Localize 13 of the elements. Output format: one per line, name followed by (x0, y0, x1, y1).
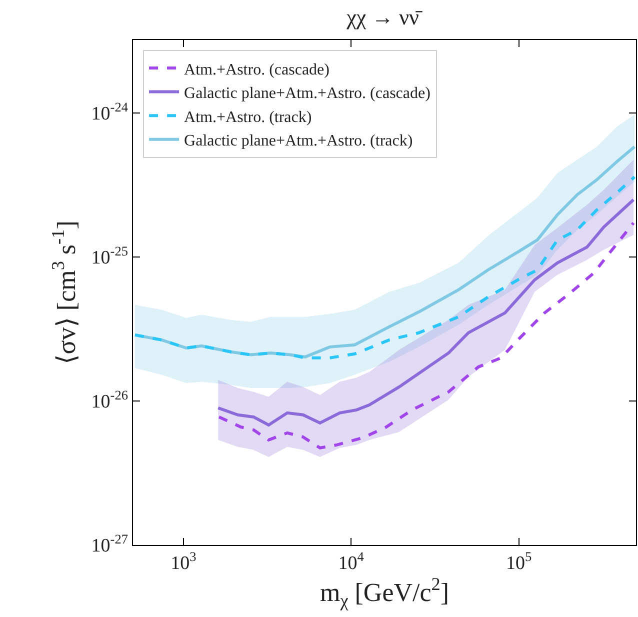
y-tick-label: 10$^{-24}$ (91, 99, 128, 124)
y-tick-label: 10$^{-25}$ (91, 244, 128, 268)
legend-label: Galactic plane+Atm.+Astro. (cascade) (184, 85, 430, 102)
y-tick-label: 10$^{-26}$ (91, 388, 128, 413)
x-tick-label: 10$^{5}$ (506, 549, 532, 574)
x-tick-label: 10$^{3}$ (170, 549, 197, 574)
chart-title: χχ → νν̄ (346, 4, 424, 30)
legend-label: Atm.+Astro. (track) (184, 108, 312, 126)
y-tick-label: 10$^{-27}$ (91, 532, 128, 557)
x-tick-label: 10$^{4}$ (338, 549, 364, 574)
x-axis-title: m$_{χ}$ [GeV/c$^{2}$] (320, 574, 450, 610)
legend-label: Galactic plane+Atm.+Astro. (track) (184, 132, 413, 150)
legend-label: Atm.+Astro. (cascade) (184, 61, 330, 78)
